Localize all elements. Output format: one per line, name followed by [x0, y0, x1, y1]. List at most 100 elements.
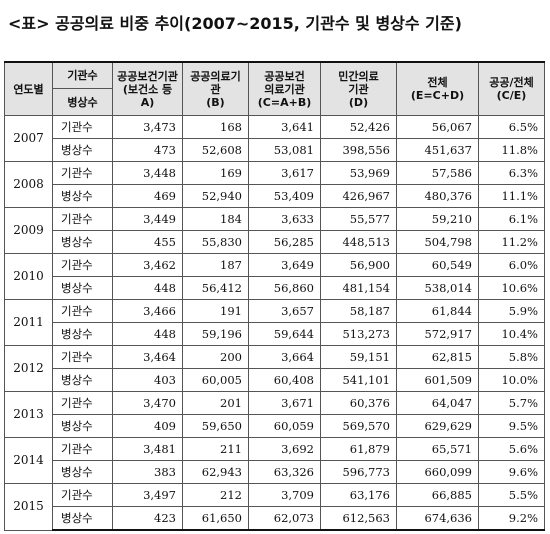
header-year: 연도별 [4, 61, 53, 116]
cell-private-medical-institutions: 60,376 [320, 391, 397, 415]
cell-public-health-agencies: 3,473 [112, 115, 183, 139]
cell-total: 480,376 [396, 184, 479, 208]
cell-private-medical-institutions: 56,900 [320, 253, 397, 277]
cell-public-total: 3,671 [248, 391, 321, 415]
cell-public-total: 3,633 [248, 207, 321, 231]
cell-public-total: 60,408 [248, 368, 321, 392]
cell-private-medical-institutions: 58,187 [320, 299, 397, 323]
cell-public-ratio: 11.1% [478, 184, 545, 208]
cell-public-medical-institutions: 212 [182, 483, 249, 507]
row-label-institutions: 기관수 [52, 207, 113, 231]
cell-private-medical-institutions: 612,563 [320, 506, 397, 531]
cell-public-medical-institutions: 52,608 [182, 138, 249, 162]
table-row: 병상수 403 60,005 60,408 541,101 601,509 10.0% [5, 368, 545, 392]
cell-public-medical-institutions: 200 [182, 345, 249, 369]
cell-public-ratio: 5.5% [478, 483, 545, 507]
cell-private-medical-institutions: 596,773 [320, 460, 397, 484]
cell-public-medical-institutions: 211 [182, 437, 249, 461]
cell-private-medical-institutions: 53,969 [320, 161, 397, 185]
cell-public-health-agencies: 423 [112, 506, 183, 531]
cell-public-health-agencies: 3,470 [112, 391, 183, 415]
cell-public-total: 53,081 [248, 138, 321, 162]
header-kind-beds: 병상수 [52, 88, 113, 116]
cell-public-medical-institutions: 59,650 [182, 414, 249, 438]
cell-public-ratio: 9.6% [478, 460, 545, 484]
cell-total: 504,798 [396, 230, 479, 254]
table-row: 병상수 473 52,608 53,081 398,556 451,637 11.8% [5, 138, 545, 162]
cell-public-health-agencies: 3,481 [112, 437, 183, 461]
cell-total: 572,917 [396, 322, 479, 346]
cell-public-medical-institutions: 60,005 [182, 368, 249, 392]
cell-public-health-agencies: 3,449 [112, 207, 183, 231]
year-cell: 2009 [4, 207, 53, 254]
cell-public-health-agencies: 3,464 [112, 345, 183, 369]
table-body: 2007 기관수 3,473 168 3,641 52,426 56,067 6.5% 병상수 4… [4, 115, 545, 531]
table-row: 2015 기관수 3,497 212 3,709 63,176 66,885 5.5% [4, 483, 545, 531]
row-label-beds: 병상수 [52, 322, 113, 346]
cell-public-ratio: 6.0% [478, 253, 545, 277]
cell-public-ratio: 5.9% [478, 299, 545, 323]
header-total: 전체 (E=C+D) [396, 61, 479, 116]
row-label-institutions: 기관수 [52, 391, 113, 415]
cell-public-ratio: 6.1% [478, 207, 545, 231]
cell-public-total: 63,326 [248, 460, 321, 484]
cell-total: 56,067 [396, 115, 479, 139]
cell-public-health-agencies: 3,497 [112, 483, 183, 507]
cell-public-total: 3,657 [248, 299, 321, 323]
row-label-beds: 병상수 [52, 414, 113, 438]
cell-public-health-agencies: 3,466 [112, 299, 183, 323]
cell-total: 59,210 [396, 207, 479, 231]
cell-public-ratio: 6.5% [478, 115, 545, 139]
row-label-institutions: 기관수 [52, 115, 113, 139]
cell-public-medical-institutions: 169 [182, 161, 249, 185]
table-row: 2010 기관수 3,462 187 3,649 56,900 60,549 6.0% [4, 253, 545, 300]
cell-public-medical-institutions: 55,830 [182, 230, 249, 254]
header-public-health-agencies: 공공보건기관 (보건소 등 A) [112, 61, 183, 116]
year-cell: 2011 [4, 299, 53, 346]
header-public-health-medical-institutions: 공공보건 의료기관 (C=A+B) [248, 61, 321, 116]
table-row: 병상수 383 62,943 63,326 596,773 660,099 9.6% [5, 460, 545, 484]
cell-public-ratio: 9.5% [478, 414, 545, 438]
row-label-institutions: 기관수 [52, 253, 113, 277]
header-public-medical-institutions: 공공의료기관 (B) [182, 61, 249, 116]
table-row: 2008 기관수 3,448 169 3,617 53,969 57,586 6.3% [4, 161, 545, 208]
cell-public-health-agencies: 455 [112, 230, 183, 254]
table-row: 병상수 423 61,650 62,073 612,563 674,636 9.2% [5, 506, 545, 531]
cell-private-medical-institutions: 59,151 [320, 345, 397, 369]
cell-private-medical-institutions: 63,176 [320, 483, 397, 507]
cell-public-ratio: 9.2% [478, 506, 545, 531]
year-cell: 2008 [4, 161, 53, 208]
row-label-institutions: 기관수 [52, 345, 113, 369]
cell-public-medical-institutions: 61,650 [182, 506, 249, 531]
cell-public-medical-institutions: 184 [182, 207, 249, 231]
cell-public-health-agencies: 3,462 [112, 253, 183, 277]
cell-public-total: 62,073 [248, 506, 321, 531]
year-cell: 2007 [4, 115, 53, 162]
year-cell: 2014 [4, 437, 53, 484]
cell-total: 57,586 [396, 161, 479, 185]
cell-public-total: 3,641 [248, 115, 321, 139]
year-cell: 2012 [4, 345, 53, 392]
cell-public-ratio: 10.4% [478, 322, 545, 346]
cell-public-ratio: 5.6% [478, 437, 545, 461]
row-label-beds: 병상수 [52, 138, 113, 162]
header-private-medical-institutions: 민간의료 기관 (D) [320, 61, 397, 116]
row-label-beds: 병상수 [52, 230, 113, 254]
row-label-institutions: 기관수 [52, 483, 113, 507]
cell-public-total: 3,617 [248, 161, 321, 185]
cell-public-health-agencies: 409 [112, 414, 183, 438]
table-row: 2011 기관수 3,466 191 3,657 58,187 61,844 5.9% [4, 299, 545, 346]
cell-public-ratio: 10.6% [478, 276, 545, 300]
cell-public-health-agencies: 448 [112, 276, 183, 300]
table-row: 병상수 448 56,412 56,860 481,154 538,014 10.6% [5, 276, 545, 300]
cell-total: 674,636 [396, 506, 479, 531]
cell-private-medical-institutions: 481,154 [320, 276, 397, 300]
cell-public-total: 60,059 [248, 414, 321, 438]
public-healthcare-share-table: 연도별 기관수 공공보건기관 (보건소 등 A) 공공의료기관 (B) 공공보건 의료… [4, 61, 545, 531]
cell-total: 61,844 [396, 299, 479, 323]
table-row: 병상수 448 59,196 59,644 513,273 572,917 10.4% [5, 322, 545, 346]
cell-public-medical-institutions: 59,196 [182, 322, 249, 346]
table-row: 2012 기관수 3,464 200 3,664 59,151 62,815 5.8% [4, 345, 545, 392]
cell-public-total: 3,692 [248, 437, 321, 461]
cell-private-medical-institutions: 398,556 [320, 138, 397, 162]
